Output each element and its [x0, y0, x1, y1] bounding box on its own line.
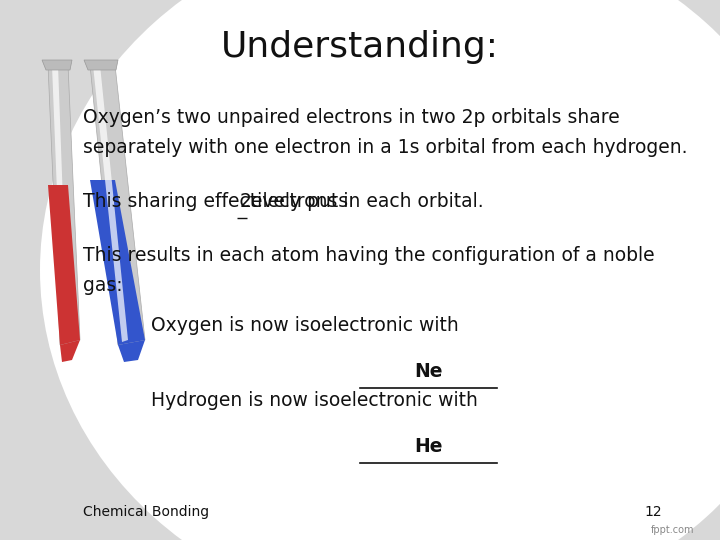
Text: He: He	[414, 437, 443, 456]
Text: Understanding:: Understanding:	[221, 30, 499, 64]
Text: This results in each atom having the configuration of a noble: This results in each atom having the con…	[83, 246, 654, 265]
Text: gas:: gas:	[83, 276, 122, 295]
Polygon shape	[84, 60, 118, 70]
Polygon shape	[48, 185, 80, 345]
Text: 2: 2	[239, 192, 251, 211]
Text: separately with one electron in a 1s orbital from each hydrogen.: separately with one electron in a 1s orb…	[83, 138, 688, 157]
Text: 12: 12	[645, 505, 662, 519]
Text: Chemical Bonding: Chemical Bonding	[83, 505, 209, 519]
Text: Ne: Ne	[414, 362, 443, 381]
Text: Hydrogen is now isoelectronic with: Hydrogen is now isoelectronic with	[151, 392, 478, 410]
Text: Oxygen’s two unpaired electrons in two 2p orbitals share: Oxygen’s two unpaired electrons in two 2…	[83, 108, 619, 127]
Text: This sharing effectively puts: This sharing effectively puts	[83, 192, 354, 211]
Text: Oxygen is now isoelectronic with: Oxygen is now isoelectronic with	[151, 316, 459, 335]
Polygon shape	[93, 65, 128, 342]
Ellipse shape	[140, 0, 720, 535]
Polygon shape	[60, 340, 80, 362]
Polygon shape	[90, 65, 145, 345]
Polygon shape	[90, 180, 145, 345]
Polygon shape	[48, 65, 80, 345]
Text: electrons in each orbital.: electrons in each orbital.	[245, 192, 484, 211]
Polygon shape	[118, 340, 145, 362]
Polygon shape	[52, 65, 68, 345]
Text: fppt.com: fppt.com	[652, 524, 695, 535]
Polygon shape	[42, 60, 72, 70]
Ellipse shape	[40, 0, 720, 540]
Text: This sharing effectively puts 2 electrons in each orbital.: This sharing effectively puts 2 electron…	[83, 192, 604, 211]
